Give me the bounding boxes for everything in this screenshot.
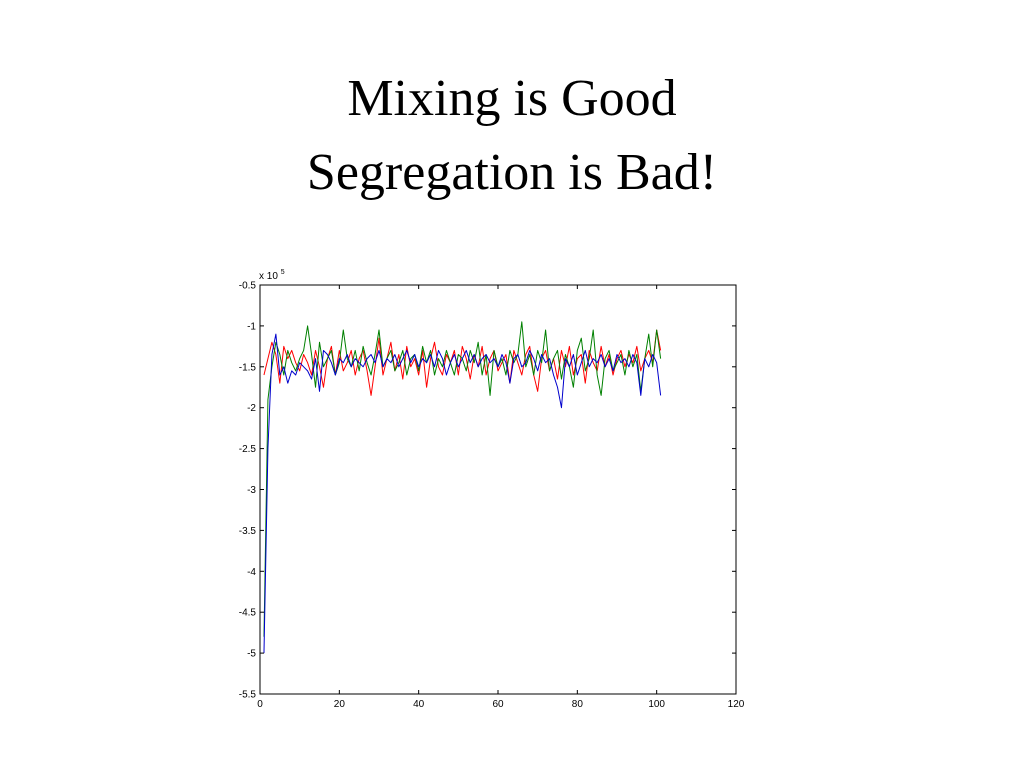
x-tick-label: 40 xyxy=(413,699,425,710)
y-tick-label: -3.5 xyxy=(239,526,257,537)
x-tick-label: 120 xyxy=(728,699,745,710)
ticks-layer: 0 20 40 60 80 100 120 -5.5 -5 -4.5 -4 -3.5 -3 -2.5 -2 -… xyxy=(239,281,745,711)
slide-title: Mixing is Good Segregation is Bad! xyxy=(0,62,1024,210)
y-tick-label: -2.5 xyxy=(239,444,257,455)
title-line-1: Mixing is Good xyxy=(347,70,677,127)
x-tick-label: 0 xyxy=(257,699,263,710)
y-tick-label: -0.5 xyxy=(239,281,257,292)
y-tick-label: -1 xyxy=(247,321,256,332)
y-multiplier-exponent: 5 xyxy=(281,269,285,276)
y-tick-label: -5 xyxy=(247,649,256,660)
y-tick-label: -3 xyxy=(247,485,256,496)
series-layer xyxy=(263,321,662,654)
series-line-1 xyxy=(263,329,662,396)
y-multiplier-label: x 10 5 xyxy=(259,269,285,282)
y-tick-label: -1.5 xyxy=(239,362,257,373)
y-tick-label: -4.5 xyxy=(239,608,257,619)
y-tick-label: -2 xyxy=(247,403,256,414)
x-tick-label: 20 xyxy=(334,699,346,710)
title-line-2: Segregation is Bad! xyxy=(306,144,718,201)
y-multiplier-base: x 10 xyxy=(259,271,278,282)
y-tick-label: -4 xyxy=(247,567,256,578)
x-tick-label: 80 xyxy=(572,699,584,710)
x-tick-label: 60 xyxy=(492,699,504,710)
series-line-3 xyxy=(263,333,662,654)
x-tick-label: 100 xyxy=(648,699,665,710)
y-tick-label: -5.5 xyxy=(239,690,257,701)
